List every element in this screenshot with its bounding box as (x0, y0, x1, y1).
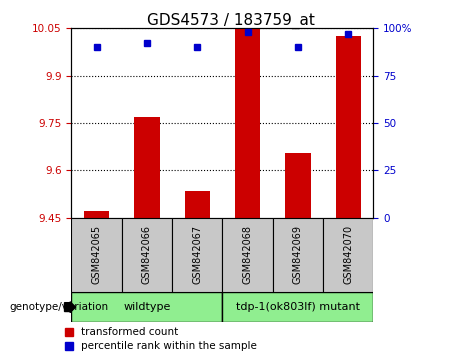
Bar (122, 218, 172, 292)
Bar (172, 218, 222, 292)
Text: wildtype: wildtype (123, 302, 171, 312)
Text: tdp-1(ok803lf) mutant: tdp-1(ok803lf) mutant (236, 302, 360, 312)
Text: percentile rank within the sample: percentile rank within the sample (82, 341, 257, 350)
Bar (71, 218, 122, 292)
Text: GSM842065: GSM842065 (92, 225, 101, 285)
Text: transformed count: transformed count (82, 327, 179, 337)
Bar (222, 218, 273, 292)
Text: GSM842067: GSM842067 (192, 225, 202, 285)
Text: GSM842066: GSM842066 (142, 225, 152, 284)
Bar (273, 218, 323, 292)
Bar (336, 36, 361, 218)
Bar (185, 191, 210, 218)
Bar (84, 211, 109, 218)
Text: GSM842070: GSM842070 (343, 225, 353, 285)
Text: GSM842068: GSM842068 (242, 225, 253, 284)
Text: GSM842069: GSM842069 (293, 225, 303, 284)
Bar (71, 292, 222, 322)
Bar (222, 292, 373, 322)
Bar (285, 153, 311, 218)
Bar (134, 117, 160, 218)
Bar (235, 28, 260, 218)
Bar (323, 218, 373, 292)
Text: genotype/variation: genotype/variation (9, 302, 108, 312)
Text: GDS4573 / 183759_at: GDS4573 / 183759_at (147, 12, 314, 29)
